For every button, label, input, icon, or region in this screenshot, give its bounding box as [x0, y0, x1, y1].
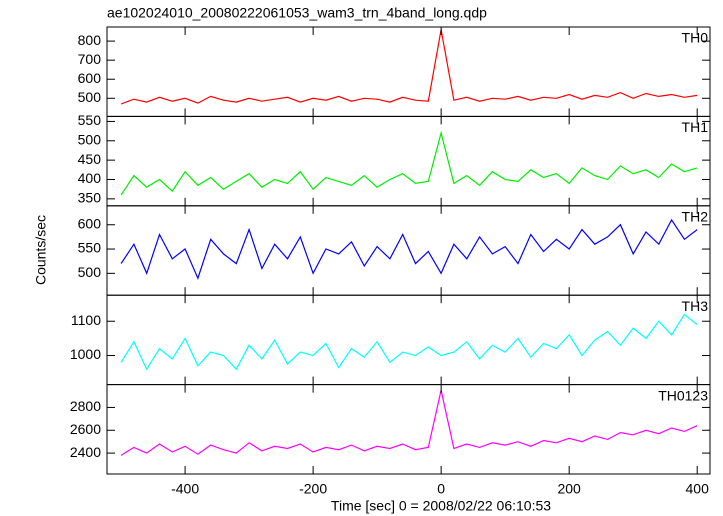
y-tick-label: 500 [78, 264, 102, 280]
y-tick-label: 1100 [71, 312, 101, 328]
y-tick-label: 2600 [70, 421, 101, 437]
light-curve [120, 390, 698, 456]
x-axis-label: Time [sec] 0 = 2008/02/22 06:10:53 [331, 498, 551, 514]
panel-label: TH2 [682, 209, 709, 225]
panel-frame [106, 205, 711, 296]
y-tick-label: 550 [78, 240, 102, 256]
x-tick-label: 0 [437, 481, 445, 497]
x-tick-label: 200 [557, 481, 581, 497]
y-tick-label: 600 [78, 70, 102, 86]
x-tick-label: 400 [686, 481, 710, 497]
y-tick-label: 400 [78, 170, 102, 186]
y-tick-label: 500 [78, 131, 102, 147]
y-tick-label: 1000 [70, 346, 101, 362]
y-tick-label: 2400 [70, 444, 101, 460]
chart-title: ae102024010_20080222061053_wam3_trn_4ban… [107, 5, 487, 21]
panel-label: TH3 [682, 298, 709, 314]
panel-frame [106, 115, 711, 207]
y-tick-label: 350 [78, 190, 102, 206]
x-tick-label: -200 [299, 481, 327, 497]
light-curve [120, 313, 698, 371]
light-curve [120, 218, 698, 280]
panel-frame [106, 294, 711, 386]
y-tick-label: 2800 [70, 398, 101, 414]
panel-label: TH0 [682, 30, 709, 46]
y-tick-label: 600 [78, 215, 102, 231]
panel-label: TH0123 [658, 387, 708, 403]
y-tick-label: 450 [78, 151, 102, 167]
light-curve [120, 29, 698, 105]
y-tick-label: 500 [78, 89, 102, 105]
panel-label: TH1 [682, 119, 709, 135]
panel-frame [106, 384, 711, 475]
x-tick-label: -400 [171, 481, 199, 497]
y-tick-label: 700 [78, 51, 102, 67]
light-curve [120, 130, 698, 196]
y-tick-label: 800 [78, 32, 102, 48]
y-axis-label: Counts/sec [33, 215, 49, 285]
y-tick-label: 550 [78, 112, 102, 128]
